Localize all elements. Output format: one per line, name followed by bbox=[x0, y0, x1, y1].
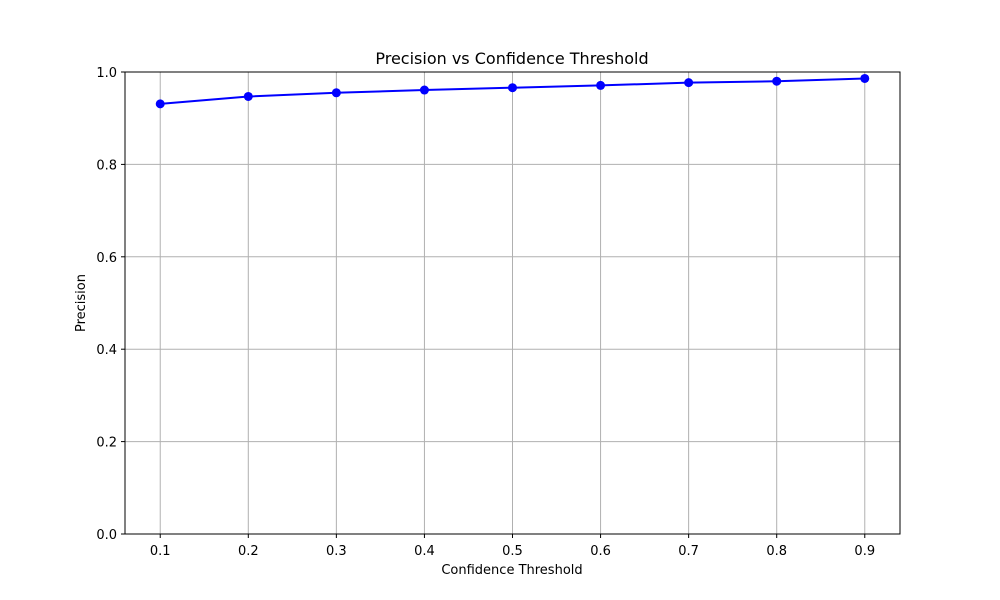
data-point bbox=[508, 83, 517, 93]
y-tick-label: 0.4 bbox=[96, 343, 117, 358]
y-axis-label: Precision bbox=[74, 274, 89, 332]
x-tick-label: 0.6 bbox=[590, 544, 611, 559]
data-point bbox=[331, 88, 341, 98]
x-tick-label: 0.5 bbox=[502, 544, 523, 559]
series-layer bbox=[155, 73, 870, 109]
data-point bbox=[155, 99, 165, 109]
y-tick-label: 1.0 bbox=[96, 66, 117, 81]
x-tick-label: 0.2 bbox=[238, 544, 259, 559]
x-tick-label: 0.1 bbox=[150, 544, 171, 559]
data-point bbox=[772, 76, 782, 86]
data-point bbox=[419, 85, 429, 95]
data-point bbox=[684, 78, 694, 88]
y-tick-label: 0.2 bbox=[96, 436, 117, 451]
y-tick-label: 0.6 bbox=[96, 251, 117, 266]
data-point bbox=[596, 80, 606, 90]
chart-title: Precision vs Confidence Threshold bbox=[375, 49, 648, 68]
x-tick-label: 0.7 bbox=[678, 544, 699, 559]
y-tick-label: 0.0 bbox=[96, 528, 117, 543]
grid bbox=[125, 71, 900, 535]
x-tick-label: 0.4 bbox=[414, 544, 435, 559]
y-axis-ticks: 0.0 0.2 0.4 0.6 0.8 1.0 bbox=[96, 66, 125, 543]
y-tick-label: 0.8 bbox=[96, 158, 117, 173]
x-tick-label: 0.9 bbox=[854, 544, 875, 559]
x-tick-label: 0.8 bbox=[766, 544, 787, 559]
x-axis-ticks: 0.1 0.2 0.3 0.4 0.5 0.6 0.7 0.8 0.9 bbox=[150, 534, 875, 559]
data-point bbox=[860, 73, 870, 83]
data-point bbox=[243, 91, 253, 101]
x-tick-label: 0.3 bbox=[326, 544, 347, 559]
x-axis-label: Confidence Threshold bbox=[441, 563, 582, 578]
